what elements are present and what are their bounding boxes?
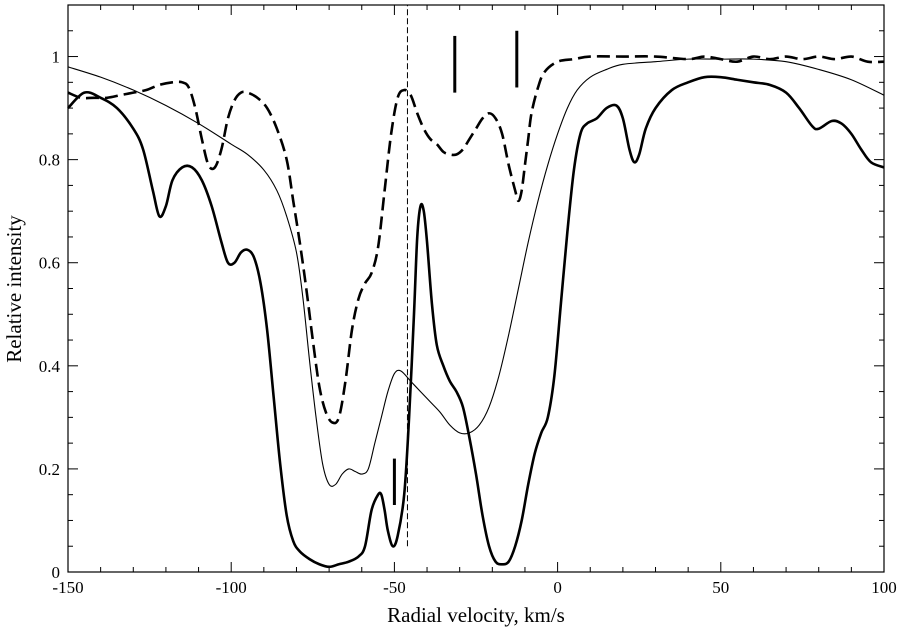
x-axis-title: Radial velocity, km/s — [387, 603, 565, 627]
x-tick-label: 50 — [712, 578, 729, 597]
series-group — [67, 55, 885, 569]
x-tick-label: -150 — [52, 578, 83, 597]
y-tick-label: 0 — [52, 563, 61, 582]
x-tick-label: 100 — [871, 578, 897, 597]
y-tick-label: 0.4 — [39, 357, 61, 376]
plot-area — [67, 4, 885, 573]
y-tick-label: 0.8 — [39, 151, 60, 170]
line-markers — [392, 30, 519, 505]
tick-labels: -150 -100 -50 0 50 100 0 0.2 0.4 0.6 0.8 1 — [39, 48, 897, 597]
x-tick-label: -100 — [216, 578, 247, 597]
y-axis-title: Relative intensity — [2, 215, 26, 363]
x-tick-label: 0 — [553, 578, 562, 597]
x-tick-label: -50 — [383, 578, 406, 597]
axis-ticks — [67, 4, 885, 573]
series-line-thick-solid — [67, 75, 885, 569]
y-tick-label: 1 — [52, 48, 61, 67]
series-line-thick-dashed — [67, 55, 885, 425]
plot-frame — [67, 4, 885, 573]
y-tick-label: 0.6 — [39, 254, 60, 273]
y-tick-label: 0.2 — [39, 460, 60, 479]
series-line-thin-solid — [67, 58, 885, 487]
